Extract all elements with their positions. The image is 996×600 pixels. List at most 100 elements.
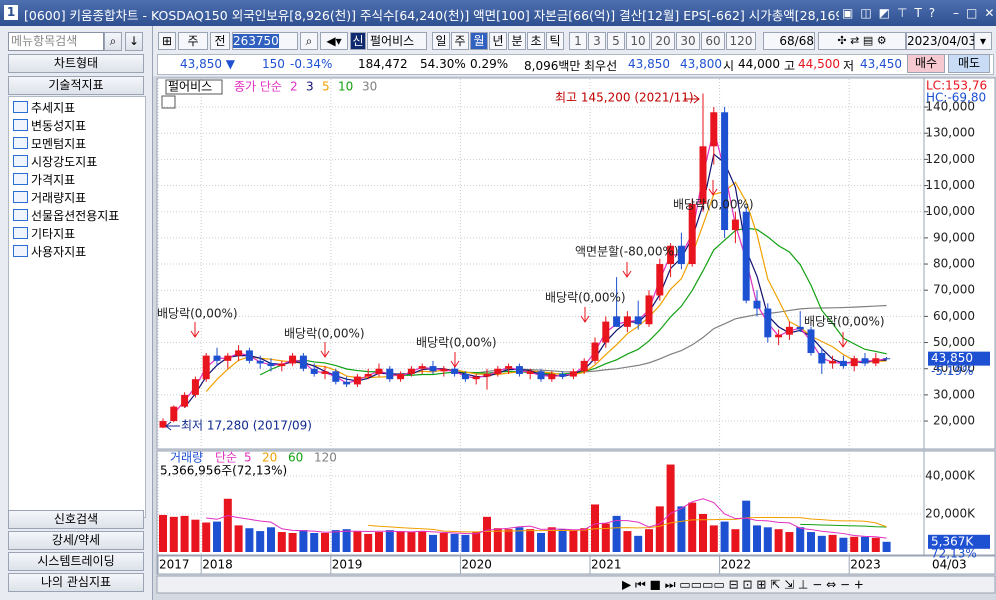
candle-body bbox=[364, 373, 372, 377]
candle-body bbox=[159, 421, 167, 428]
low: 43,450 bbox=[860, 57, 902, 71]
open-label: 시 bbox=[723, 59, 735, 73]
tree-item[interactable]: 사용자지표 bbox=[31, 245, 87, 259]
y-tick-label: 130,000 bbox=[925, 126, 975, 140]
dividend-arrow bbox=[708, 180, 718, 196]
period[interactable]: 월 bbox=[470, 32, 488, 50]
interval[interactable]: 30 bbox=[676, 32, 700, 50]
menu-button[interactable]: 나의 관심지표 bbox=[8, 573, 144, 592]
volume-bar bbox=[180, 515, 189, 552]
volume-bar bbox=[429, 534, 437, 552]
y-tick-label: 50,000 bbox=[933, 335, 975, 349]
down-button[interactable]: ↓ bbox=[125, 32, 143, 51]
candle-body bbox=[602, 321, 610, 343]
legend-ma-label: 종가 단순 bbox=[234, 80, 282, 94]
volume-bar bbox=[850, 536, 859, 552]
mode[interactable]: 전 bbox=[210, 32, 230, 50]
period[interactable]: 틱 bbox=[546, 32, 564, 50]
candle-body bbox=[202, 355, 210, 380]
tools[interactable]: ✣ ⇄ ▤ ⚙ bbox=[818, 32, 906, 50]
volume-label: 거래량 bbox=[170, 451, 203, 465]
code-search[interactable]: ⌕ bbox=[300, 32, 318, 50]
scroll-controls[interactable]: ▶ ⏮ ■ ⏭ ▭▭▭▭ ⊟ ⊡ ⊞ ⇱ ⇲ ⊥ − ⇔ − + bbox=[622, 578, 864, 592]
period[interactable]: 주 bbox=[451, 32, 469, 50]
period-select[interactable]: 주 bbox=[178, 32, 208, 50]
volume-info: 5,366,956주(72,13%) bbox=[160, 464, 287, 478]
interval[interactable]: 1 bbox=[569, 32, 587, 50]
interval[interactable]: 20 bbox=[651, 32, 675, 50]
turnover: 0.29% bbox=[470, 57, 509, 71]
period[interactable]: 분 bbox=[508, 32, 526, 50]
candle-body bbox=[235, 350, 243, 356]
period[interactable]: 초 bbox=[527, 32, 545, 50]
volume-average bbox=[206, 498, 887, 539]
interval[interactable]: 60 bbox=[701, 32, 725, 50]
period[interactable]: 일 bbox=[432, 32, 450, 50]
folder-icon bbox=[13, 245, 28, 257]
tree-item[interactable]: 모멘텀지표 bbox=[31, 137, 87, 151]
menu-button[interactable]: 시스템트레이딩 bbox=[8, 552, 144, 571]
volume-bar bbox=[375, 532, 383, 552]
volume-bar bbox=[364, 533, 373, 552]
amount: 8,096백만 bbox=[524, 59, 581, 73]
folder-icon bbox=[13, 155, 28, 167]
grid-toggle[interactable] bbox=[161, 95, 176, 109]
chart-type[interactable]: ⊞ bbox=[158, 32, 176, 50]
tab[interactable]: 차트형태 bbox=[8, 54, 144, 73]
price-rate: -5.19% bbox=[931, 364, 973, 378]
volume-bar bbox=[569, 530, 578, 552]
volume-ma: 5 bbox=[244, 451, 252, 465]
window-icon: 1 bbox=[4, 5, 18, 20]
tree-item[interactable]: 추세지표 bbox=[31, 101, 76, 115]
interval[interactable]: 3 bbox=[588, 32, 606, 50]
search-button[interactable]: ⌕ bbox=[104, 32, 122, 51]
interval[interactable]: 5 bbox=[607, 32, 625, 50]
candle-body bbox=[861, 358, 869, 364]
volume-bar bbox=[169, 516, 178, 552]
annotation: 배당락(0,00%) bbox=[416, 336, 497, 350]
rate: -0.34% bbox=[290, 57, 333, 71]
title-bar: 1 [0600] 키움종합차트 - KOSDAQ150 외국인보유[8,926(… bbox=[0, 0, 996, 26]
menu-button[interactable]: 강세/약세 bbox=[8, 531, 144, 550]
window-controls[interactable]: ▣◫◩⊤T? –□✕ bbox=[842, 6, 996, 20]
volume-bar bbox=[634, 535, 643, 552]
tree-item[interactable]: 시장강도지표 bbox=[31, 155, 98, 169]
vol-rate: 54.30% bbox=[420, 57, 466, 71]
period[interactable]: 년 bbox=[489, 32, 507, 50]
interval[interactable]: 120 bbox=[726, 32, 756, 50]
volume-bar bbox=[256, 531, 265, 552]
sound[interactable]: ◀▾ bbox=[320, 32, 348, 50]
tree-item[interactable]: 기타지표 bbox=[31, 227, 76, 241]
sell-button[interactable]: 매도 bbox=[948, 54, 990, 73]
tree-item[interactable]: 가격지표 bbox=[31, 173, 76, 187]
search-box[interactable]: 메뉴항목검색 bbox=[8, 32, 104, 51]
tab[interactable]: 기술적지표 bbox=[8, 76, 144, 95]
candle-body bbox=[278, 363, 286, 367]
volume-bar bbox=[267, 527, 275, 552]
scroll-bar[interactable] bbox=[156, 575, 996, 594]
interval[interactable]: 10 bbox=[626, 32, 650, 50]
buy-button[interactable]: 매수 bbox=[907, 54, 945, 73]
volume-bar bbox=[213, 521, 221, 552]
volume-bar bbox=[418, 531, 427, 552]
candle-body bbox=[343, 381, 351, 385]
moving-average bbox=[205, 181, 887, 392]
volume-tick-label: 20,000K bbox=[925, 506, 976, 520]
change: 150 bbox=[262, 57, 285, 71]
volume-bar bbox=[191, 519, 200, 552]
candle-body bbox=[483, 373, 491, 377]
volume-bar bbox=[299, 530, 308, 552]
menu-button[interactable]: 신호검색 bbox=[8, 510, 144, 529]
candle-body bbox=[440, 368, 448, 372]
tree-item[interactable]: 거래량지표 bbox=[31, 191, 87, 205]
high-label: 고 bbox=[784, 59, 796, 73]
date-pick[interactable]: ▾ bbox=[974, 32, 992, 50]
volume-bar bbox=[461, 534, 470, 552]
tree-item[interactable]: 선물옵션전용지표 bbox=[31, 209, 120, 223]
date[interactable]: 2023/04/03 bbox=[906, 32, 977, 50]
code-input[interactable]: 263750 bbox=[232, 32, 298, 50]
new-badge[interactable]: 신 bbox=[350, 32, 366, 50]
tree-item[interactable]: 변동성지표 bbox=[31, 119, 87, 133]
volume-bar bbox=[234, 525, 243, 552]
